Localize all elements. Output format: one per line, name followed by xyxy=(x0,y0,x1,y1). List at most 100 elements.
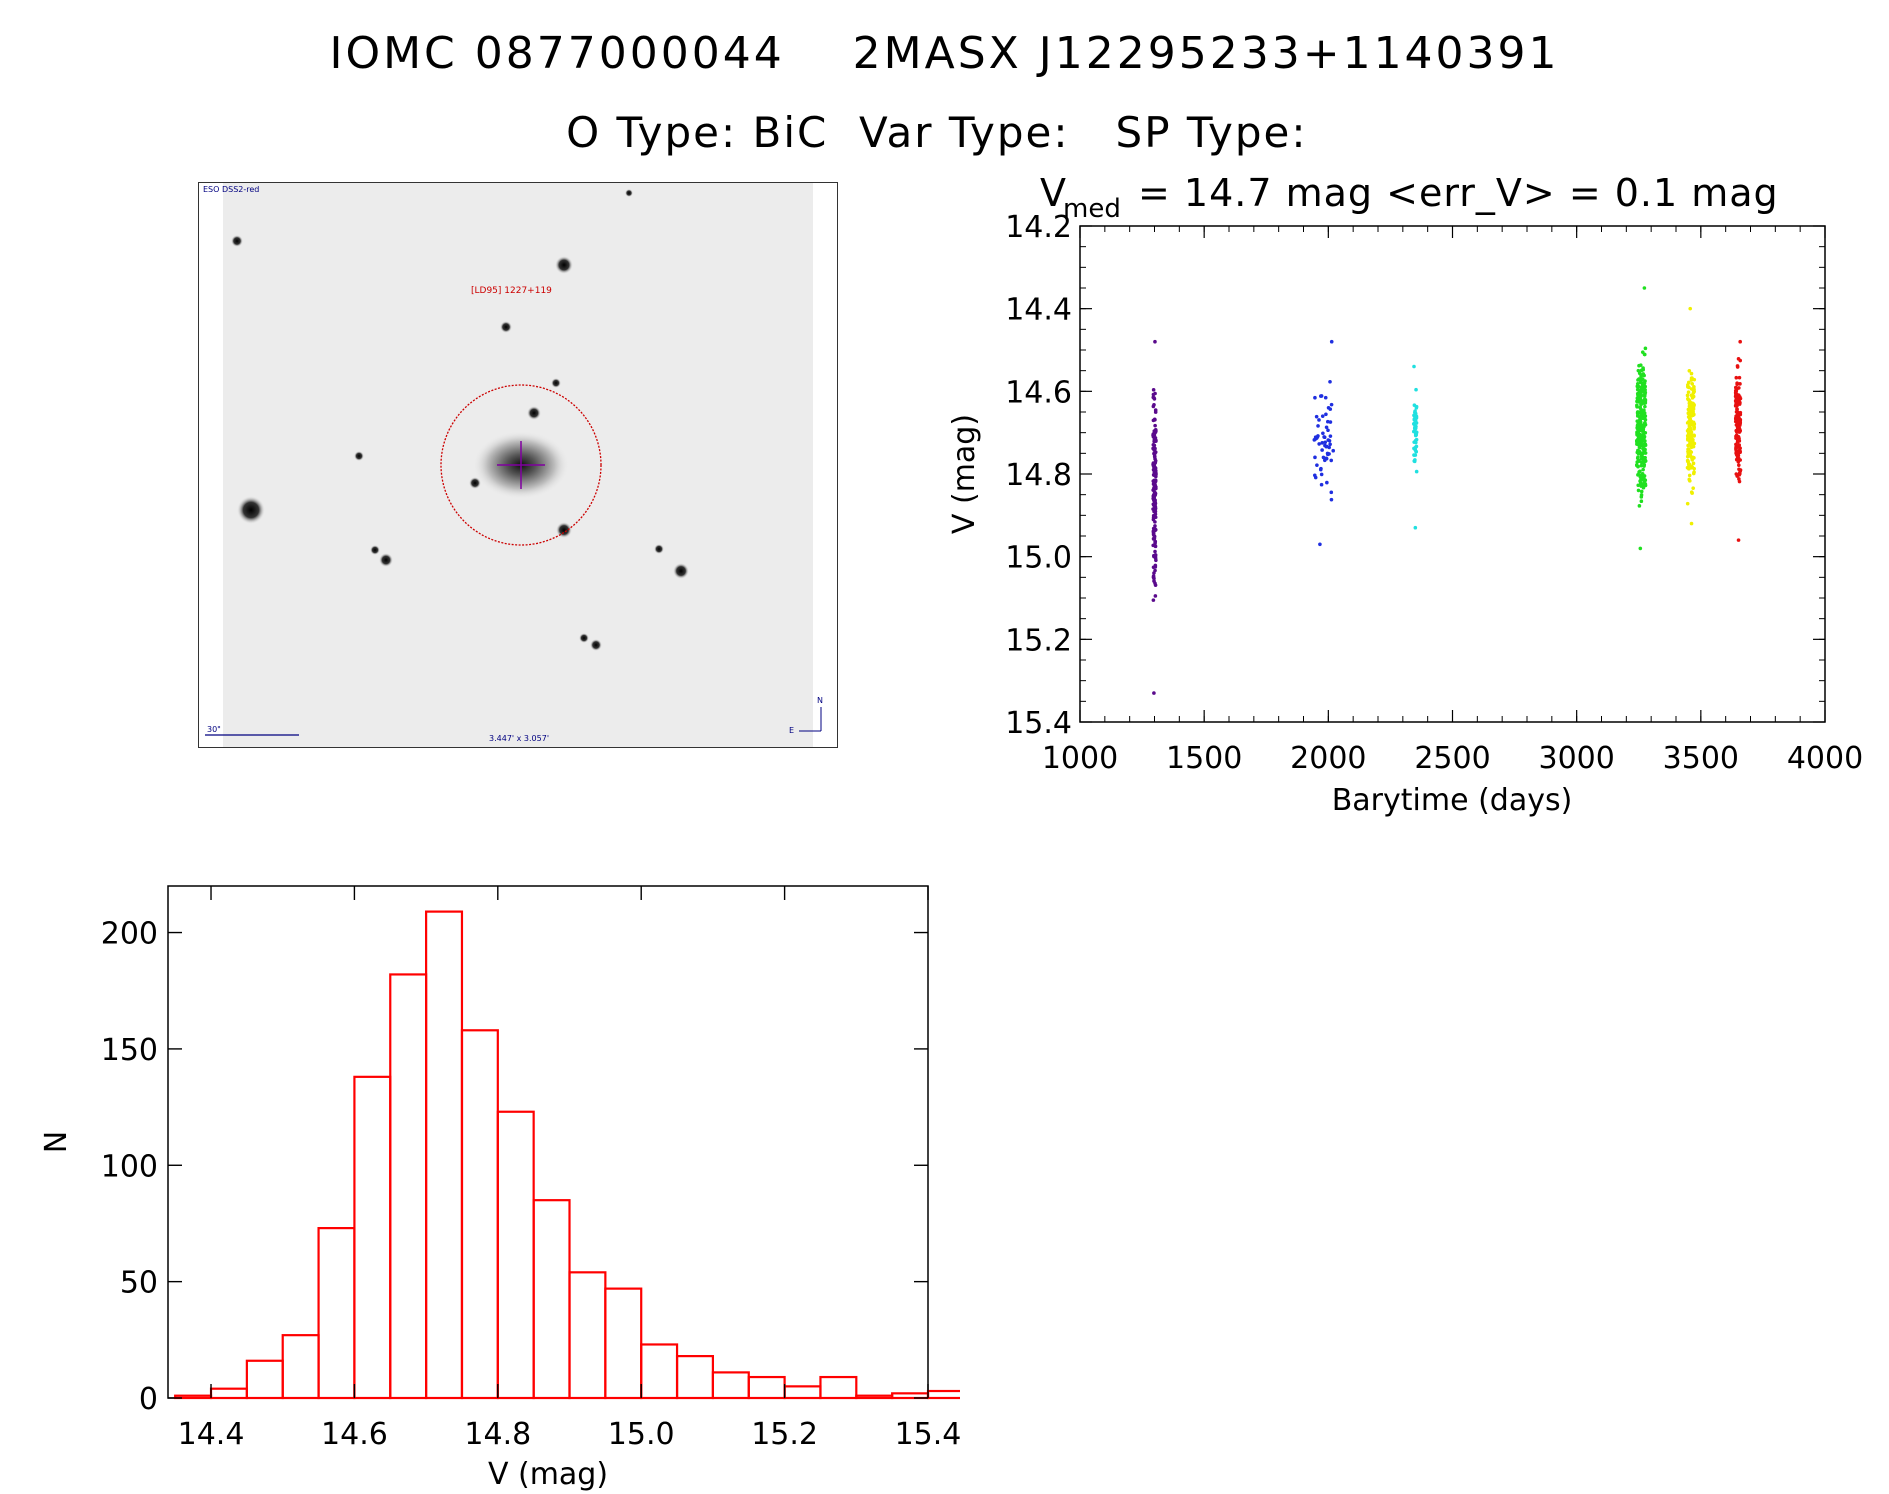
lc-point xyxy=(1692,466,1696,471)
lc-point xyxy=(1640,350,1645,354)
lc-point xyxy=(1643,346,1648,351)
lc-point xyxy=(1153,539,1158,544)
lc-title-stats: = 14.7 mag <err_V> = 0.1 mag xyxy=(1138,171,1779,215)
lc-point xyxy=(1643,417,1648,422)
lc-series-season-6 xyxy=(1733,339,1743,542)
lc-point xyxy=(1736,420,1741,424)
lc-point xyxy=(1151,543,1155,548)
lc-point xyxy=(1153,408,1158,412)
object-id: IOMC 0877000044 xyxy=(329,28,785,79)
lc-plot-frame xyxy=(1079,225,1826,723)
lc-point xyxy=(1329,497,1334,502)
lc-point xyxy=(1413,525,1418,530)
lc-point xyxy=(1688,306,1693,311)
hist-bar xyxy=(245,1359,284,1400)
hist-xtick-label: 14.8 xyxy=(464,1417,531,1452)
lc-point xyxy=(1737,479,1742,484)
lc-point xyxy=(1687,401,1692,406)
lc-point xyxy=(1636,393,1640,397)
vartype-label: Var Type: xyxy=(859,108,1070,157)
lc-point xyxy=(1689,430,1694,434)
lc-point xyxy=(1323,440,1328,445)
lc-point xyxy=(1639,394,1643,399)
lc-point xyxy=(1153,423,1157,428)
sky-star xyxy=(590,639,602,651)
lc-point xyxy=(1734,389,1739,393)
lc-point xyxy=(1735,364,1740,368)
lc-point xyxy=(1637,436,1642,440)
lc-point xyxy=(1642,408,1646,413)
lc-point xyxy=(1738,339,1742,344)
sky-stars xyxy=(231,189,689,651)
lc-point xyxy=(1151,598,1156,602)
lc-point xyxy=(1329,402,1334,407)
hist-bar xyxy=(209,1387,248,1400)
lc-point xyxy=(1636,488,1641,493)
sky-star xyxy=(231,235,243,247)
lc-point xyxy=(1691,420,1696,425)
hist-ytick-label: 50 xyxy=(120,1266,158,1301)
lc-point xyxy=(1319,482,1324,487)
lc-xtick-label: 3000 xyxy=(1538,741,1614,776)
lc-point xyxy=(1638,405,1643,410)
lc-point xyxy=(1689,371,1694,376)
lc-point xyxy=(1638,475,1643,479)
lc-point xyxy=(1737,430,1742,434)
aperture-circle xyxy=(440,384,602,546)
lc-point xyxy=(1691,461,1696,466)
lc-point xyxy=(1635,387,1640,392)
lc-point xyxy=(1733,392,1738,396)
lc-point xyxy=(1735,445,1740,449)
lc-point xyxy=(1328,407,1333,411)
lc-point xyxy=(1642,394,1647,399)
lc-xtick-label: 2000 xyxy=(1290,741,1366,776)
lc-point xyxy=(1151,388,1156,392)
lc-point xyxy=(1737,386,1741,390)
lc-point xyxy=(1327,438,1332,443)
lc-point xyxy=(1321,431,1325,436)
lc-series-season-1 xyxy=(1151,339,1158,695)
hist-xtick-label: 14.4 xyxy=(178,1417,245,1452)
lc-point xyxy=(1414,469,1419,474)
object-title: IOMC 0877000044 2MASX J12295233+1140391 xyxy=(0,28,1889,79)
hist-bar xyxy=(855,1394,894,1400)
lc-point xyxy=(1638,432,1642,437)
lc-point xyxy=(1414,387,1418,392)
north-label: N xyxy=(817,696,823,705)
scale-label: 30" xyxy=(207,725,221,734)
lc-point xyxy=(1328,434,1333,438)
lc-point xyxy=(1315,463,1319,467)
lc-point xyxy=(1640,429,1645,433)
lc-point xyxy=(1642,397,1647,402)
lc-point xyxy=(1153,430,1158,435)
lc-point xyxy=(1735,407,1739,412)
lc-point xyxy=(1636,427,1640,432)
lc-point xyxy=(1153,507,1157,512)
lc-ytick-label: 14.2 xyxy=(1005,210,1072,245)
lc-point xyxy=(1331,448,1336,453)
lc-ytick-label: 15.0 xyxy=(1005,541,1072,576)
hist-ylabel: N xyxy=(40,1131,74,1153)
lc-point xyxy=(1154,558,1158,563)
lc-point xyxy=(1637,377,1641,381)
lc-points xyxy=(1151,286,1743,695)
lc-point xyxy=(1635,410,1640,414)
lc-point xyxy=(1320,441,1325,445)
lc-ylabel: V (mag) xyxy=(947,414,982,534)
lc-point xyxy=(1412,364,1416,369)
lc-point xyxy=(1690,382,1695,386)
lc-ticks: 1000 1500 2000 2500 3000 3500 4000 14.2 14.4 14.6… xyxy=(1005,210,1863,776)
lc-point xyxy=(1322,458,1327,463)
lc-point xyxy=(1152,496,1157,501)
lc-point xyxy=(1641,451,1645,456)
lc-title-v: V xyxy=(1040,171,1066,215)
sky-star xyxy=(579,633,589,643)
lc-xtick-label: 4000 xyxy=(1787,741,1863,776)
sky-star xyxy=(555,256,573,274)
lc-point xyxy=(1734,375,1739,380)
lc-point xyxy=(1414,449,1419,454)
lc-point xyxy=(1738,468,1743,472)
hist-bar xyxy=(675,1355,715,1400)
lc-point xyxy=(1318,542,1322,547)
lc-point xyxy=(1312,438,1317,442)
